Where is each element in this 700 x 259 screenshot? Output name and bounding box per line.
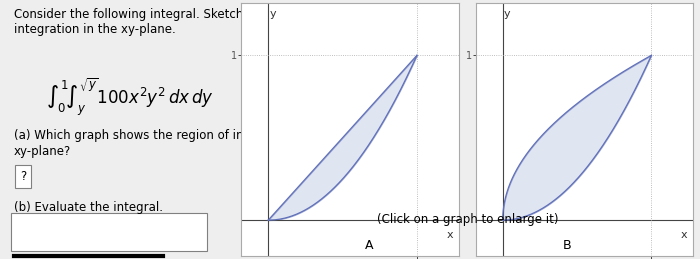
Text: x: x <box>447 230 453 240</box>
Text: $\int_0^1\!\int_y^{\sqrt{y}} 100x^2y^2\, dx\, dy$: $\int_0^1\!\int_y^{\sqrt{y}} 100x^2y^2\,… <box>46 76 214 118</box>
Text: B: B <box>563 239 571 252</box>
Text: (a) Which graph shows the region of integration in the
xy-plane?: (a) Which graph shows the region of inte… <box>13 130 335 157</box>
Text: (b) Evaluate the integral.: (b) Evaluate the integral. <box>13 200 162 214</box>
Text: (Click on a graph to enlarge it): (Click on a graph to enlarge it) <box>377 213 559 226</box>
Text: ?: ? <box>20 170 27 183</box>
Text: y: y <box>504 9 510 19</box>
Text: y: y <box>270 9 276 19</box>
FancyBboxPatch shape <box>11 213 206 251</box>
Text: A: A <box>365 239 374 252</box>
Text: Consider the following integral. Sketch its region of
integration in the xy-plan: Consider the following integral. Sketch … <box>13 8 317 36</box>
Text: x: x <box>681 230 687 240</box>
